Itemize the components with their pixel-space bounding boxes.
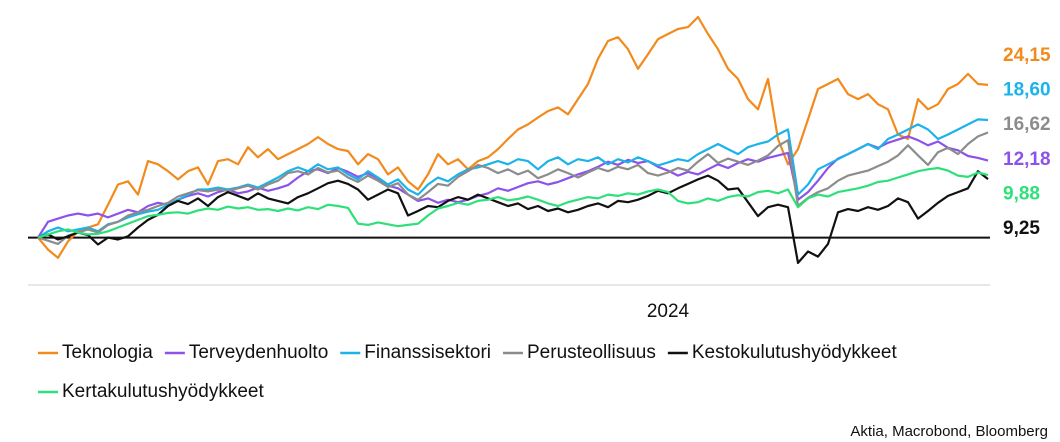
legend-label: Terveydenhuolto (189, 342, 328, 363)
end-label: 9,88 (1003, 183, 1040, 204)
end-label: 18,60 (1003, 80, 1051, 101)
series-line (37, 166, 989, 239)
end-label: 12,18 (1003, 149, 1051, 170)
x-tick-label: 2024 (647, 301, 690, 322)
legend-label: Kertakulutushyödykkeet (62, 381, 264, 402)
source: Aktia, Macrobond, Bloomberg (850, 423, 1048, 440)
series-line (37, 170, 989, 264)
legend-label: Kestokulutushyödykkeet (692, 342, 898, 363)
series-line (37, 131, 989, 245)
legend-label: Finanssisektori (364, 342, 491, 363)
end-label: 16,62 (1003, 114, 1051, 135)
series-line (37, 15, 989, 259)
legend-label: Teknologia (62, 342, 153, 363)
legend-label: Perusteollisuus (527, 342, 656, 363)
series-line (37, 135, 989, 239)
end-label: 24,15 (1003, 45, 1051, 66)
end-label: 9,25 (1003, 218, 1040, 239)
